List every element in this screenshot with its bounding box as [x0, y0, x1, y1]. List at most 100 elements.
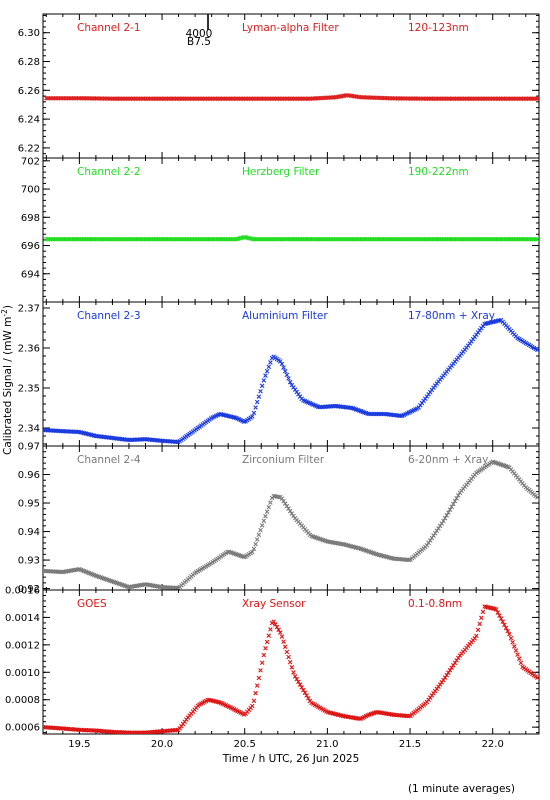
data-point-channel-2-4: [446, 510, 451, 515]
data-point-channel-2-4: [264, 509, 270, 514]
data-point-channel-2-3: [398, 413, 403, 419]
data-point-goes: [304, 693, 309, 698]
y-tick-label-channel-2-4: 0.94: [18, 527, 40, 538]
band-label-channel-2-2: 190-222nm: [408, 166, 469, 178]
data-point-channel-2-4: [289, 511, 295, 516]
data-point-channel-2-4: [256, 532, 262, 538]
y-axis-label-main: Calibrated Signal / (mW m: [2, 317, 14, 455]
filter-label-goes: Xray Sensor: [242, 598, 306, 610]
data-point-goes: [454, 658, 459, 663]
data-point-goes: [513, 648, 519, 653]
y-axis-label-close: ): [2, 305, 14, 309]
data-point-channel-2-4: [261, 518, 267, 524]
y-tick-label-goes: 0.0006: [5, 723, 40, 734]
series-channel-2-1: [44, 92, 539, 101]
data-point-channel-2-4: [259, 523, 265, 528]
data-point-channel-2-4: [449, 504, 454, 510]
data-point-channel-2-3: [253, 405, 258, 410]
data-point-channel-2-4: [455, 493, 461, 498]
data-point-channel-2-4: [439, 521, 445, 526]
data-point-channel-2-3: [266, 364, 272, 370]
data-point-channel-2-3: [254, 399, 260, 405]
data-point-goes: [286, 654, 291, 660]
y-tick-label-channel-2-2: 694: [21, 269, 40, 280]
solar-marker-top-label: 4000: [186, 28, 213, 40]
x-tick-label: 22.0: [482, 739, 504, 750]
data-point-goes: [271, 619, 276, 624]
data-point-goes: [498, 616, 504, 621]
y-tick-label-channel-2-4: 0.92: [18, 584, 40, 595]
solar-marker-bottom-label: B7.5: [187, 36, 211, 48]
band-label-channel-2-1: 120-123nm: [408, 22, 469, 34]
panel-channel-2-2: 694 696 698 700 702 Channel 2-2 Herzberg Filte…: [21, 156, 540, 303]
data-point-channel-2-3: [286, 376, 291, 381]
data-point-channel-2-4: [258, 527, 263, 533]
data-point-channel-2-3: [259, 383, 265, 389]
data-point-channel-2-3: [277, 359, 283, 364]
panel-channel-2-3: 2.34 2.35 2.36 2.37 Channel 2-3 Aluminium Fil…: [18, 301, 540, 447]
data-point-goes: [508, 635, 514, 641]
data-point-goes: [449, 665, 454, 671]
data-point-goes: [277, 630, 283, 635]
y-tick-label-channel-2-3: 2.37: [18, 304, 40, 315]
y-axis-label: Calibrated Signal / (mW m-2): [0, 305, 14, 455]
panel-frame-channel-2-4: [42, 445, 540, 591]
data-point-goes: [493, 607, 499, 612]
data-point-channel-2-3: [281, 365, 286, 370]
data-point-goes: [273, 622, 278, 627]
data-point-channel-2-4: [249, 549, 255, 555]
data-point-goes: [279, 634, 285, 639]
data-point-channel-2-1: [533, 96, 538, 101]
y-tick-label-goes: 0.0008: [5, 695, 40, 706]
y-tick-label-goes: 0.0014: [5, 613, 40, 624]
channel-label-channel-2-1: Channel 2-1: [77, 22, 141, 34]
channel-label-channel-2-3: Channel 2-3: [77, 310, 141, 322]
data-point-channel-2-3: [251, 410, 257, 416]
y-tick-label-channel-2-1: 6.30: [18, 28, 40, 39]
data-point-goes: [447, 667, 453, 673]
data-point-channel-2-4: [282, 501, 288, 506]
data-point-goes: [502, 622, 507, 628]
data-point-goes: [258, 668, 263, 673]
channel-label-goes: GOES: [77, 598, 107, 610]
data-point-goes: [294, 676, 300, 682]
data-point-channel-2-3: [261, 378, 267, 383]
series-channel-2-4: [43, 459, 539, 590]
data-point-goes: [292, 674, 298, 679]
data-point-goes: [503, 625, 509, 631]
data-point-goes: [263, 645, 268, 651]
y-axis-label-exponent: -2: [0, 309, 9, 317]
data-point-channel-2-4: [266, 504, 272, 510]
data-point-goes: [289, 665, 295, 670]
y-tick-label-channel-2-3: 2.35: [18, 384, 40, 395]
filter-label-channel-2-2: Herzberg Filter: [242, 166, 320, 178]
data-point-channel-2-4: [253, 541, 258, 547]
data-point-goes: [441, 677, 446, 683]
data-point-channel-2-4: [287, 508, 293, 514]
series-channel-2-2: [44, 234, 539, 242]
data-point-goes: [497, 613, 502, 618]
data-point-goes: [296, 679, 301, 685]
data-point-goes: [535, 675, 539, 681]
y-tick-label-goes: 0.0012: [5, 640, 40, 651]
data-point-channel-2-4: [454, 495, 459, 501]
data-point-goes: [251, 698, 257, 704]
band-label-goes: 0.1-0.8nm: [408, 598, 462, 610]
data-point-channel-2-3: [263, 373, 268, 378]
data-point-goes: [474, 633, 479, 639]
y-tick-label-channel-2-1: 6.28: [18, 57, 40, 68]
data-point-channel-2-4: [535, 495, 539, 500]
data-point-channel-2-4: [444, 513, 450, 518]
data-point-goes: [479, 615, 484, 621]
filter-label-channel-2-4: Zirconium Filter: [242, 454, 325, 466]
band-label-channel-2-4: 6-20nm + Xray: [408, 454, 488, 466]
data-point-channel-2-3: [249, 414, 255, 419]
y-tick-label-channel-2-3: 2.34: [18, 424, 40, 435]
data-point-channel-2-2: [533, 236, 538, 242]
data-point-goes: [444, 672, 450, 678]
data-point-channel-2-4: [281, 498, 286, 504]
data-point-goes: [297, 682, 303, 687]
y-tick-label-channel-2-1: 6.22: [18, 143, 40, 154]
x-tick-label: 21.0: [316, 739, 338, 750]
